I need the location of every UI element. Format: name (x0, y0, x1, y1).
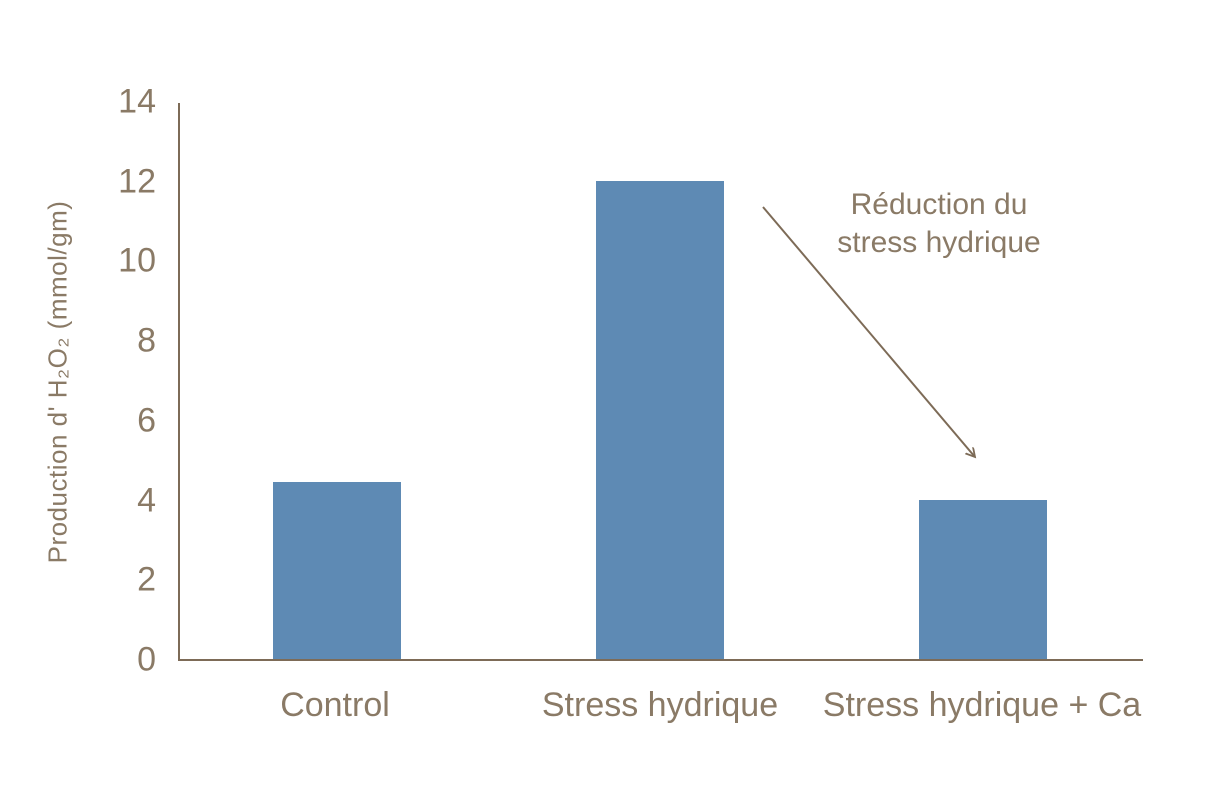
y-axis-tick-labels: 0 2 4 6 8 10 12 14 (0, 0, 156, 806)
y-tick-label: 6 (137, 401, 156, 440)
bar-control (273, 482, 401, 659)
annotation-line-1: Réduction du (850, 188, 1028, 221)
bar-stress-hydrique-ca (919, 500, 1047, 659)
annotation-line-2: stress hydrique (837, 226, 1041, 259)
x-axis-label-control: Control (280, 686, 390, 724)
plot-area (178, 103, 1143, 661)
y-tick-label: 12 (118, 162, 156, 201)
x-axis-label-stress-hydrique: Stress hydrique (541, 686, 779, 724)
y-tick-label: 10 (118, 242, 156, 281)
y-tick-label: 14 (118, 82, 156, 121)
y-tick-label: 2 (137, 561, 156, 600)
y-tick-label: 0 (137, 640, 156, 679)
y-tick-label: 8 (137, 321, 156, 360)
y-tick-label: 4 (137, 481, 156, 520)
bar-stress-hydrique (596, 181, 724, 659)
annotation-text: Réduction du stress hydrique (786, 186, 1092, 262)
x-axis-label-stress-hydrique-ca: Stress hydrique + Ca (822, 686, 1142, 724)
